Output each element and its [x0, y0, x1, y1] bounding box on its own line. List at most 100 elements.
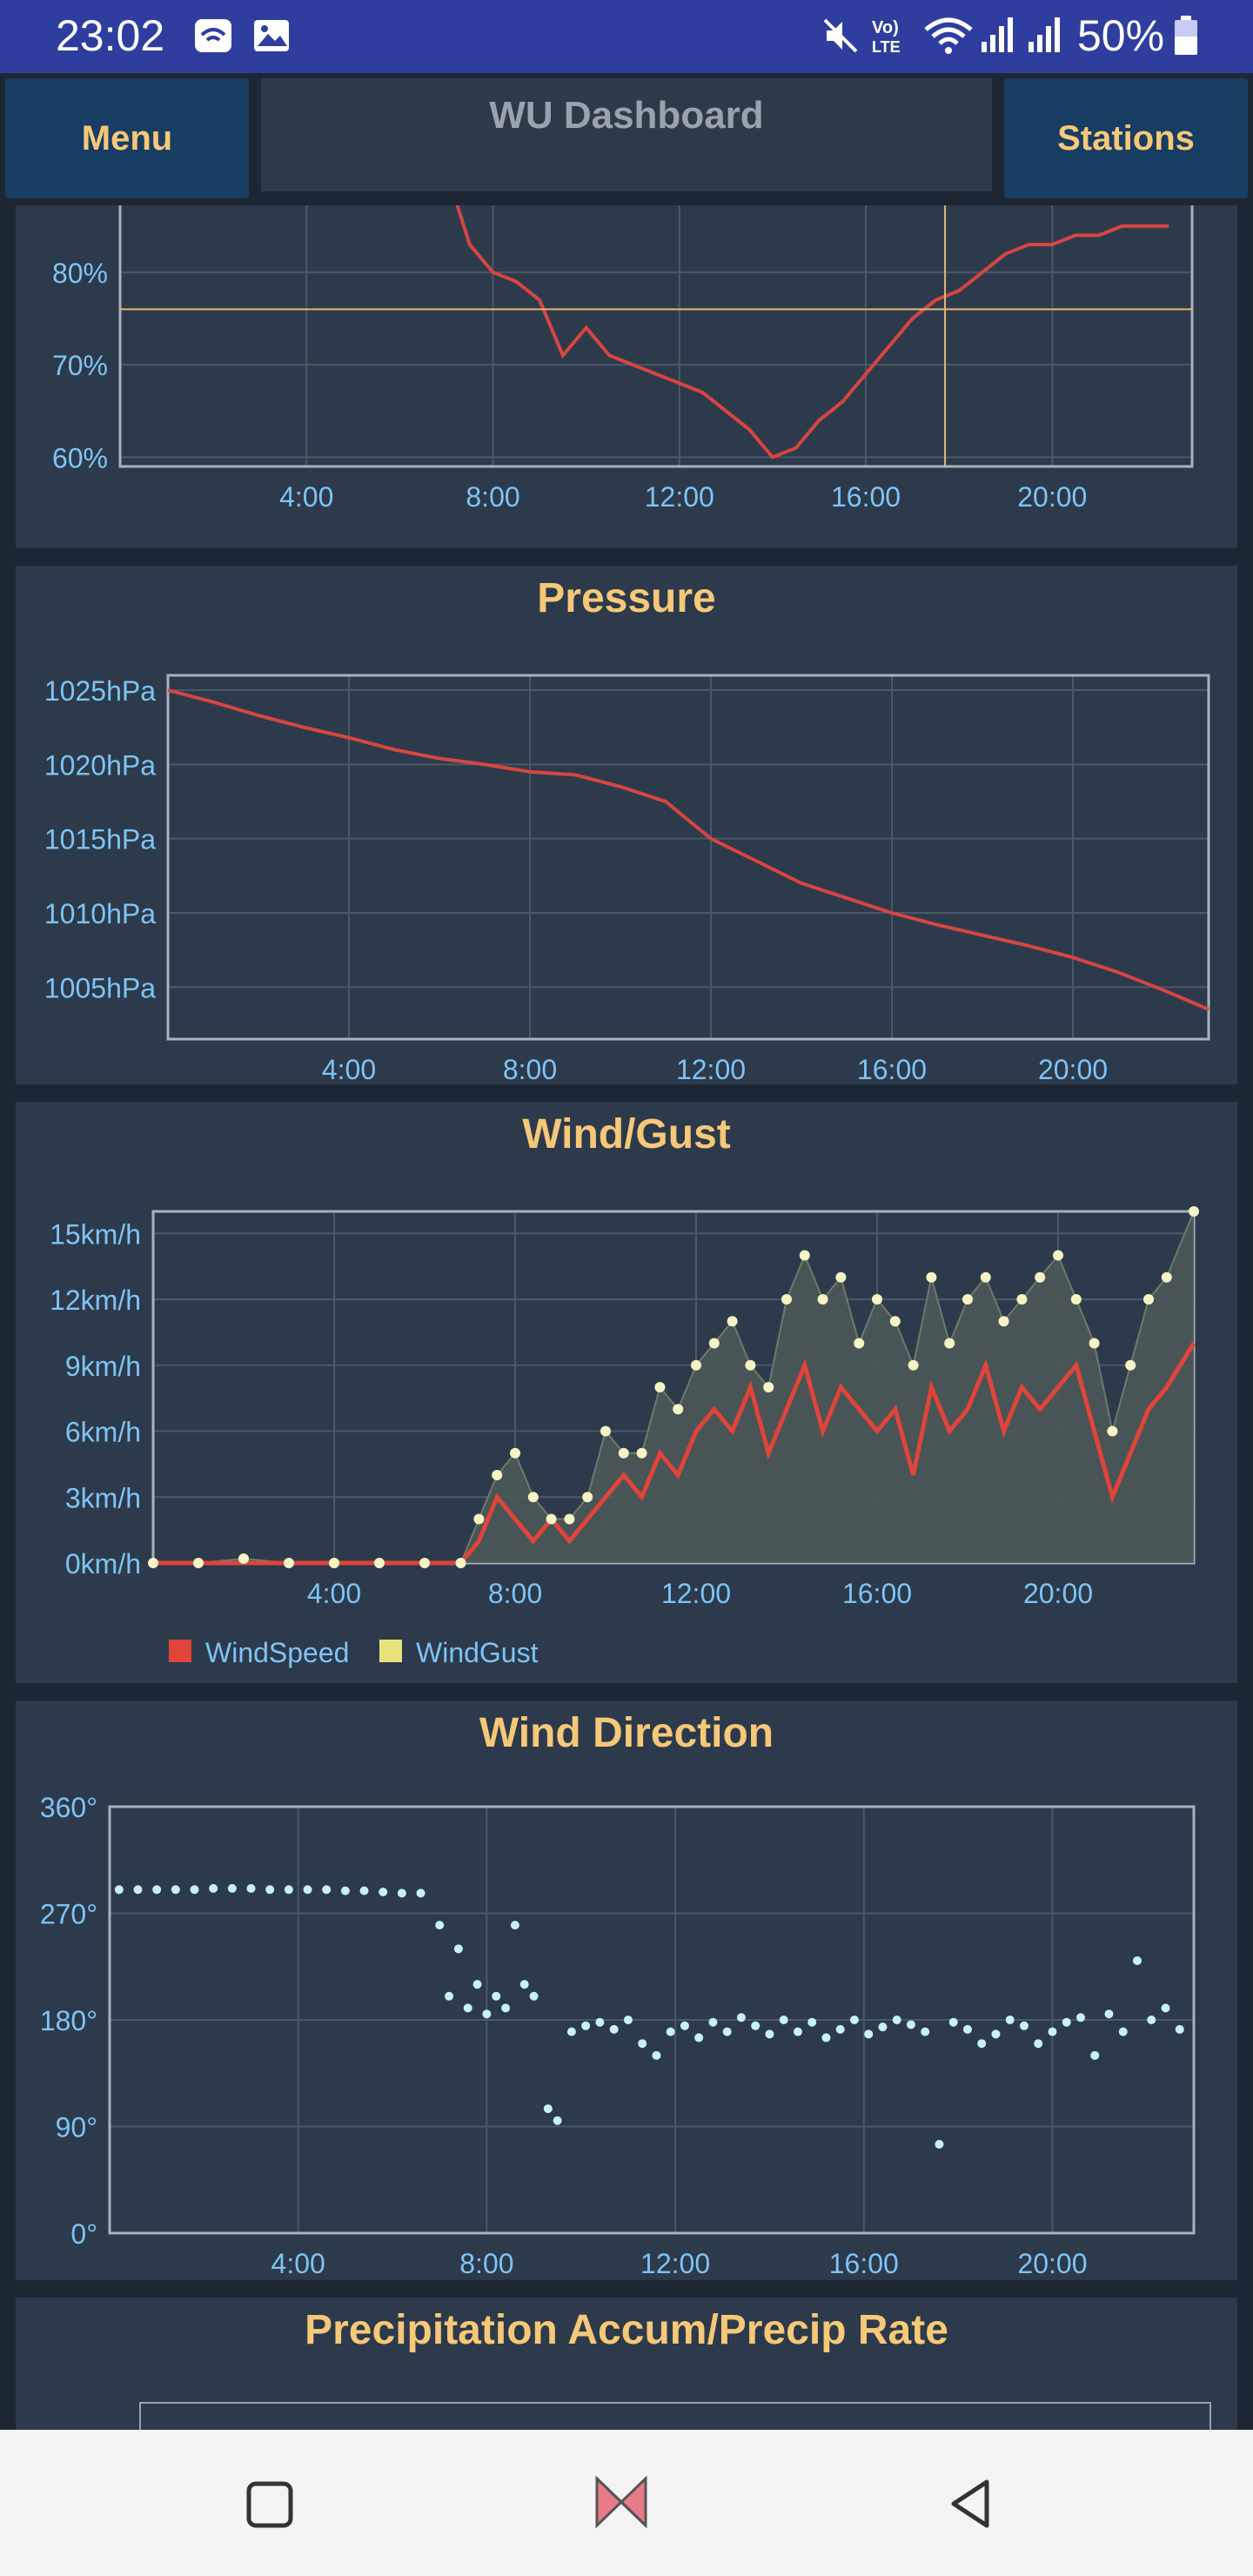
stations-button[interactable]: Stations — [1004, 78, 1248, 198]
gust-point — [1053, 1250, 1063, 1261]
x-tick-label: 8:00 — [466, 481, 519, 513]
direction-point — [359, 1886, 369, 1895]
direction-point — [190, 1885, 199, 1895]
status-time: 23:02 — [56, 11, 165, 60]
app-title: WU Dashboard — [261, 78, 992, 191]
direction-point — [736, 2013, 746, 2023]
direction-point — [265, 1885, 275, 1895]
direction-point — [171, 1885, 180, 1895]
gust-point — [980, 1271, 991, 1283]
gust-point — [419, 1558, 430, 1568]
direction-point — [379, 1888, 388, 1896]
gust-point — [1089, 1338, 1100, 1349]
direction-point — [878, 2023, 888, 2032]
x-tick-label: 20:00 — [1017, 2248, 1087, 2279]
gust-point — [926, 1271, 937, 1283]
back-icon[interactable] — [947, 2477, 995, 2531]
gust-point — [654, 1382, 666, 1392]
gust-point — [238, 1553, 249, 1564]
y-tick-label: 1020hPa — [44, 749, 156, 781]
plot-frame — [108, 1805, 1196, 2235]
windspeed-line — [153, 1342, 1196, 1566]
direction-point — [680, 2021, 689, 2030]
wind-direction-card: Wind Direction 360° 270° 180° 90° 0° 4:00 8:0… — [16, 1701, 1237, 2280]
direction-point — [581, 2021, 591, 2030]
direction-point — [303, 1885, 312, 1895]
recents-icon[interactable] — [244, 2479, 296, 2531]
direction-point — [501, 2003, 511, 2013]
direction-point — [609, 2024, 619, 2034]
direction-point — [553, 2116, 562, 2125]
gust-point — [763, 1382, 774, 1392]
direction-point — [445, 1991, 454, 2001]
legend-label: WindSpeed — [205, 1637, 349, 1668]
x-tick-label: 8:00 — [459, 2248, 513, 2279]
battery-percent: 50% — [1077, 11, 1165, 60]
pressure-card: Pressure 1025hPa 1020hPa 1015hPa 1010hPa 100… — [16, 566, 1237, 1085]
image-icon — [254, 20, 289, 51]
gust-point — [600, 1426, 611, 1437]
home-icon[interactable] — [593, 2473, 649, 2531]
direction-point — [510, 1921, 519, 1930]
gust-point — [998, 1316, 1009, 1327]
plot-frame — [166, 674, 1210, 1041]
gust-point — [1161, 1271, 1172, 1283]
x-tick-label: 16:00 — [857, 1054, 927, 1084]
wifi-calling-icon — [195, 19, 231, 52]
direction-point — [751, 2021, 761, 2030]
humidity-line — [445, 170, 1169, 460]
precip-plot-frame — [139, 2402, 1211, 2430]
gust-point — [455, 1558, 466, 1568]
direction-point — [1048, 2027, 1057, 2036]
gust-point — [374, 1558, 385, 1568]
gust-point — [527, 1492, 539, 1503]
gust-point — [799, 1250, 810, 1261]
direction-point — [519, 1980, 529, 1989]
mute-icon — [823, 18, 858, 53]
direction-point — [623, 2016, 633, 2024]
y-tick-label: 1015hPa — [44, 824, 156, 855]
wind-title: Wind/Gust — [522, 1111, 731, 1157]
y-tick-label: 0° — [70, 2218, 97, 2250]
y-tick-label: 1010hPa — [44, 898, 156, 929]
x-tick-label: 4:00 — [279, 481, 333, 513]
direction-point — [694, 2033, 704, 2043]
x-tick-label: 20:00 — [1038, 1054, 1108, 1084]
legend-label: WindGust — [416, 1637, 539, 1668]
direction-point — [246, 1883, 256, 1893]
direction-point — [807, 2017, 817, 2027]
gust-point — [329, 1558, 339, 1568]
y-tick-label: 70% — [52, 350, 108, 381]
direction-point — [566, 2027, 576, 2036]
direction-point — [991, 2029, 1001, 2039]
gust-point — [618, 1447, 629, 1459]
pressure-title: Pressure — [537, 575, 716, 621]
legend-swatch — [169, 1640, 191, 1662]
direction-point — [1118, 2027, 1128, 2036]
direction-point — [1104, 2009, 1114, 2019]
nav-bar — [0, 2430, 1253, 2576]
y-tick-label: 12km/h — [50, 1285, 141, 1316]
direction-point — [114, 1885, 124, 1895]
svg-text:LTE: LTE — [872, 38, 901, 56]
gust-point — [708, 1338, 720, 1349]
y-tick-label: 80% — [52, 258, 108, 289]
x-tick-label: 4:00 — [307, 1578, 361, 1609]
direction-point — [1075, 2013, 1085, 2023]
direction-point — [864, 2029, 874, 2039]
y-tick-label: 270° — [40, 1899, 97, 1930]
direction-point — [543, 2104, 553, 2114]
direction-point — [835, 2024, 845, 2034]
gust-point — [546, 1513, 557, 1525]
gust-point — [582, 1492, 593, 1503]
gust-point — [727, 1316, 738, 1327]
gust-point — [908, 1359, 919, 1371]
direction-point — [463, 2003, 472, 2013]
svg-text:Vo): Vo) — [872, 18, 899, 37]
gust-point — [781, 1294, 792, 1305]
gust-point — [872, 1294, 882, 1305]
precip-title: Precipitation Accum/Precip Rate — [305, 2307, 948, 2353]
menu-button[interactable]: Menu — [5, 78, 249, 198]
direction-point — [849, 2016, 859, 2024]
